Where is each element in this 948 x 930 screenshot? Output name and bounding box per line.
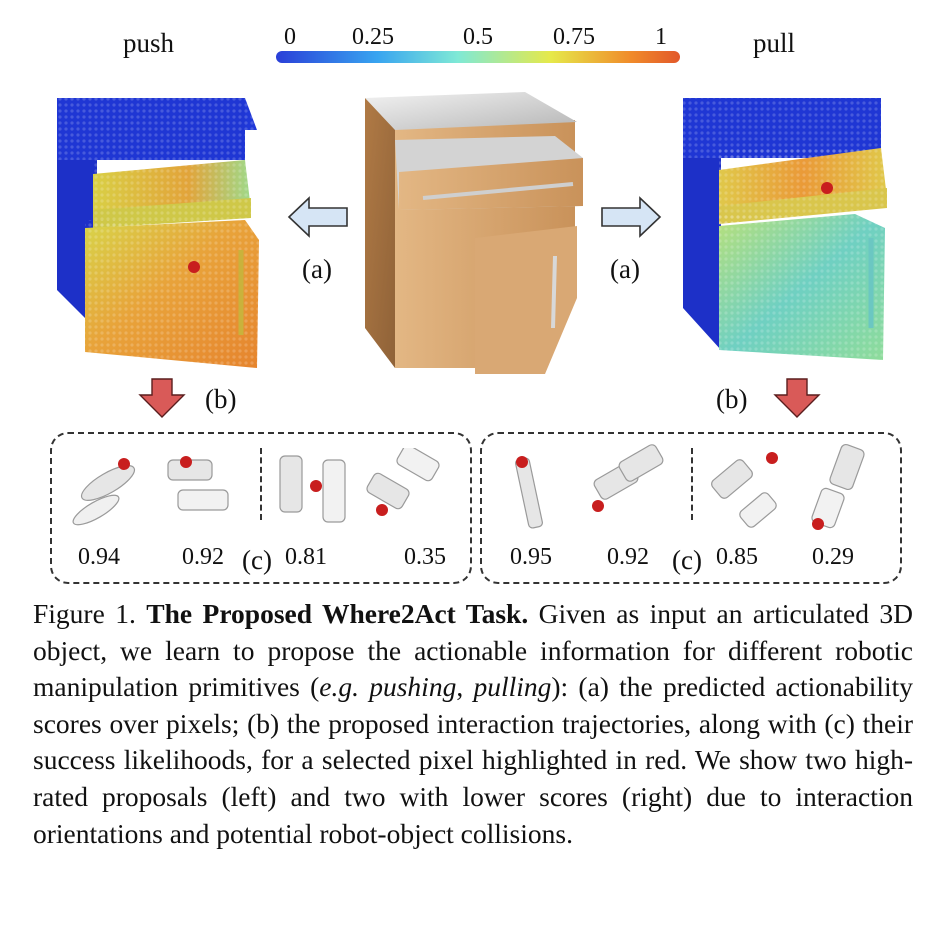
pull-score-1: 0.95: [510, 544, 552, 570]
pull-grippers: [515, 443, 865, 530]
colorbar-tick-1: 1: [655, 24, 667, 50]
pull-proposals-box: [480, 432, 902, 584]
label-b-left: (b): [205, 384, 237, 414]
colorbar-tick-05: 0.5: [463, 24, 493, 50]
push-proposals-divider: [260, 448, 262, 520]
colorbar: [276, 51, 680, 63]
pull-score-2: 0.92: [607, 544, 649, 570]
colorbar-tick-025: 0.25: [352, 24, 394, 50]
colorbar-tick-075: 0.75: [553, 24, 595, 50]
caption-title: The Proposed Where2Act Task.: [146, 598, 529, 629]
label-b-right: (b): [716, 384, 748, 414]
push-score-4: 0.35: [404, 544, 446, 570]
push-score-1: 0.94: [78, 544, 120, 570]
caption-pushing: pushing: [369, 671, 457, 703]
caption-comma: ,: [456, 671, 474, 703]
caption-space: [359, 671, 369, 702]
right-arrow-icon: [601, 196, 662, 238]
push-score-3: 0.81: [285, 544, 327, 570]
push-title: push: [123, 28, 175, 58]
pull-score-4: 0.29: [812, 544, 854, 570]
push-proposals-box: [50, 432, 472, 584]
caption-text-1: Given as input an articulated 3D object,…: [33, 598, 913, 703]
down-arrow-icon: [138, 378, 186, 418]
caption-prefix: Figure 1.: [33, 598, 147, 629]
label-a-left: (a): [302, 254, 332, 284]
pull-proposals-divider: [691, 448, 693, 520]
caption-pulling: pulling: [473, 671, 552, 703]
push-grippers: [72, 448, 440, 526]
push-score-2: 0.92: [182, 544, 224, 570]
pull-heatmap-cabinet: [683, 98, 889, 364]
caption-eg: e.g.: [319, 671, 359, 703]
cabinet-render: [365, 92, 583, 374]
down-arrow-icon: [773, 378, 821, 418]
label-a-right: (a): [610, 254, 640, 284]
figure-caption: Figure 1. The Proposed Where2Act Task. G…: [33, 596, 913, 852]
caption-text-2: ): (a) the predicted actionability score…: [33, 671, 914, 849]
push-heatmap-cabinet: [57, 98, 259, 370]
pull-score-3: 0.85: [716, 544, 758, 570]
pull-title: pull: [753, 28, 796, 58]
left-arrow-icon: [287, 196, 348, 238]
label-c-left: (c): [242, 545, 272, 575]
colorbar-tick-0: 0: [284, 24, 296, 50]
label-c-right: (c): [672, 545, 702, 575]
